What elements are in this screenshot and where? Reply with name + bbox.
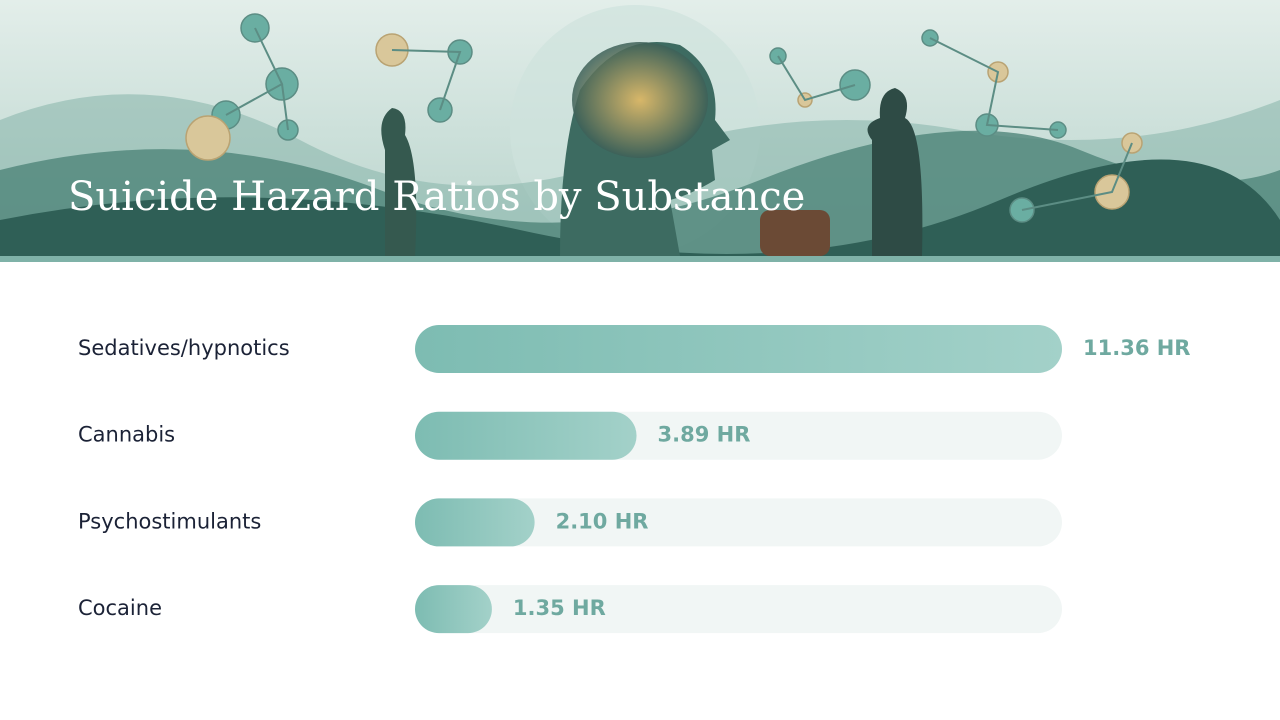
value-label: 1.35 HR — [513, 596, 606, 620]
bar — [415, 585, 492, 634]
category-label: Sedatives/hypnotics — [78, 336, 290, 360]
value-label: 3.89 HR — [658, 423, 751, 447]
category-label: Psychostimulants — [78, 509, 261, 533]
bar — [415, 498, 535, 547]
banner: Suicide Hazard Ratios by Substance — [0, 0, 1280, 262]
chart-title: Suicide Hazard Ratios by Substance — [68, 174, 805, 220]
value-label: 2.10 HR — [556, 509, 649, 533]
category-label: Cannabis — [78, 423, 175, 447]
category-label: Cocaine — [78, 596, 162, 620]
bar — [415, 325, 1062, 373]
bar-track — [415, 498, 1062, 547]
bar — [415, 411, 637, 460]
value-label: 11.36 HR — [1083, 336, 1190, 360]
bar-track — [415, 585, 1062, 634]
